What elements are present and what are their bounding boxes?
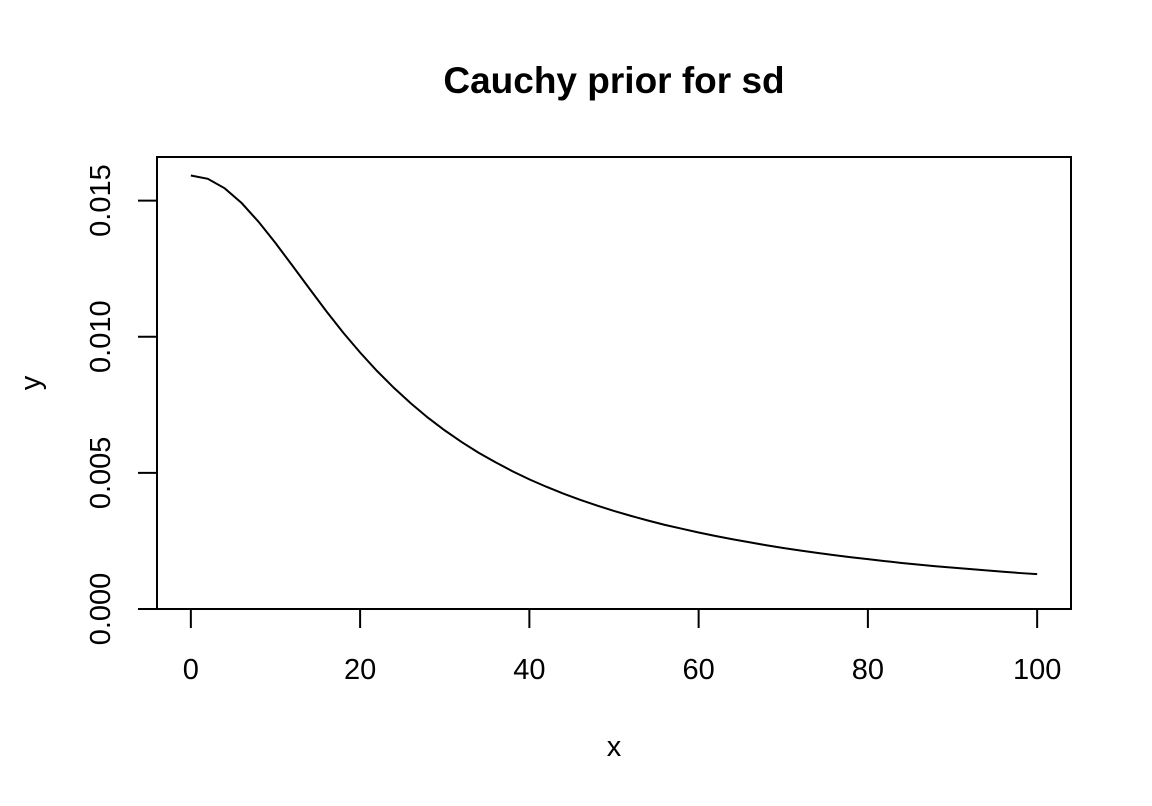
x-tick-label: 0 [183,654,199,686]
x-tick-label: 40 [513,654,545,686]
density-curve [190,174,1038,576]
y-tick-label: 0.015 [85,164,117,237]
x-tick-label: 20 [344,654,376,686]
x-tick-label: 100 [1013,654,1061,686]
x-axis-label: x [607,731,622,763]
plot-frame [156,156,1072,610]
chart-title: Cauchy prior for sd [443,60,784,101]
x-axis: 0 20 40 60 80 100 [183,608,1061,686]
y-axis: 0.000 0.005 0.010 0.015 [85,164,158,646]
x-tick-label: 80 [852,654,884,686]
y-tick-label: 0.005 [85,437,117,510]
y-tick-label: 0.000 [85,573,117,646]
x-tick-label: 60 [682,654,714,686]
y-tick-label: 0.010 [85,300,117,373]
y-axis-label: y [15,375,47,390]
